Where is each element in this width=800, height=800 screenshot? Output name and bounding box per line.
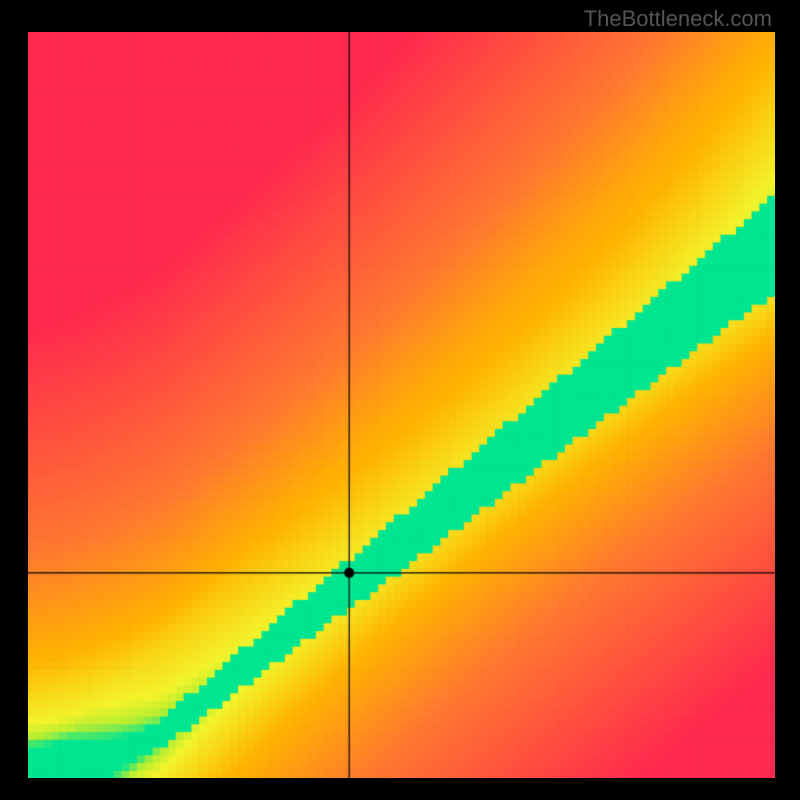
chart-container: TheBottleneck.com <box>0 0 800 800</box>
bottleneck-heatmap <box>28 32 775 778</box>
watermark-label: TheBottleneck.com <box>584 6 772 32</box>
